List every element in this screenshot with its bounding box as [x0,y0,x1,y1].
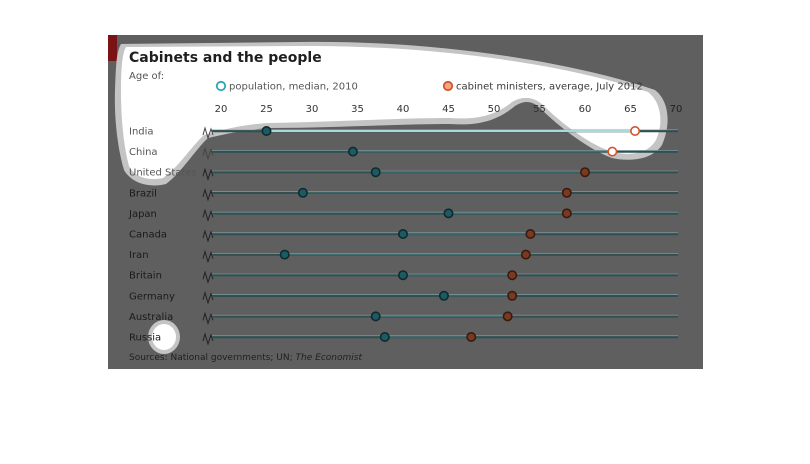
x-tick-label: 35 [351,104,364,115]
highlight-blob-small [152,324,176,350]
population-dot [261,126,272,137]
axis-break-mark [202,270,214,284]
axis-break-mark [202,229,214,243]
x-tick-label: 25 [260,104,273,115]
source-italic: The Economist [296,353,363,363]
population-dot [379,331,390,342]
x-tick-label: 45 [442,104,455,115]
axis-break-mark [202,188,214,202]
population-dot [297,187,308,198]
chart-subtitle: Age of: [129,71,164,82]
legend-marker-population [215,80,227,92]
axis-break-mark [202,249,214,264]
plot-rows: India China United States Brazil Japan Canada… [128,126,678,346]
row-label: Iran [129,250,149,261]
source-note: Sources: National governments; UN; The E… [129,353,362,363]
row-label: Australia [129,312,173,323]
cabinet-dot [525,229,536,240]
legend-marker-cabinet [442,80,454,92]
population-dot [370,311,381,322]
row-label: India [129,127,154,138]
axis-break-mark [202,208,214,223]
cabinet-dot [502,311,513,322]
chart-title: Cabinets and the people [129,50,322,66]
cabinet-dot [520,249,531,260]
row-label: Brazil [129,188,157,199]
population-dot [438,290,449,301]
population-dot [397,229,408,240]
cabinet-dot [579,167,590,178]
source-text: Sources: National governments; UN; [129,353,296,363]
highlight-blob [121,45,661,180]
axis-break-mark [202,167,214,181]
x-tick-label: 30 [306,104,319,115]
population-dot [347,146,358,157]
axis-break-mark [202,146,214,161]
cabinet-dot [607,146,618,157]
row-label: United States [129,168,197,179]
cabinet-dot [507,270,518,281]
legend-label-population: population, median, 2010 [229,82,358,93]
row-label: Britain [129,271,162,282]
x-tick-label: 70 [670,104,683,115]
axis-break-mark [202,291,214,305]
x-tick-label: 50 [488,104,501,115]
legend-label-cabinet: cabinet ministers, average, July 2012 [456,82,643,93]
row-label: Russia [129,333,161,344]
row-label: Japan [128,209,157,220]
accent-bar [108,35,117,61]
axis-break-mark [202,311,214,326]
population-dot [370,167,381,178]
axis-break-mark [202,126,214,140]
x-tick-label: 20 [215,104,228,115]
row-label: Germany [129,291,175,302]
row-label: China [129,147,158,158]
x-tick-label: 40 [397,104,410,115]
x-tick-label: 60 [579,104,592,115]
axis-break-mark [202,332,214,346]
cabinet-dot [507,290,518,301]
row-label: Canada [129,230,167,241]
cabinet-dot [561,187,572,198]
population-dot [397,270,408,281]
x-axis-ticks: 20 25 30 35 40 45 50 55 60 65 70 [215,104,683,115]
x-tick-label: 65 [624,104,637,115]
cabinet-dot [630,126,641,137]
cabinet-dot [466,331,477,342]
population-dot [279,249,290,260]
cabinet-dot [561,208,572,219]
population-dot [443,208,454,219]
x-tick-label: 55 [533,104,546,115]
